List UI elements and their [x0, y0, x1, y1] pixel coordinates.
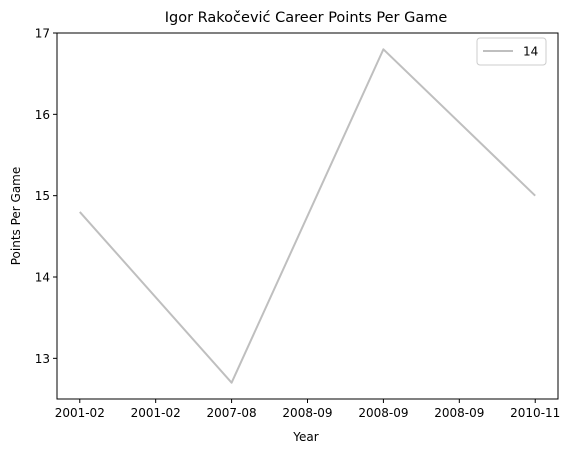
y-tick-label: 15 — [35, 189, 50, 203]
y-tick-label: 13 — [35, 352, 50, 366]
chart-title: Igor Rakočević Career Points Per Game — [165, 10, 448, 26]
x-tick-label: 2007-08 — [207, 406, 257, 420]
x-tick-label: 2008-09 — [358, 406, 408, 420]
legend-label: 14 — [523, 45, 538, 59]
y-axis-label: Points Per Game — [9, 167, 23, 266]
x-axis-label: Year — [292, 430, 318, 444]
x-tick-label: 2010-11 — [510, 406, 560, 420]
x-tick-label: 2008-09 — [434, 406, 484, 420]
x-tick-label: 2001-02 — [131, 406, 181, 420]
y-tick-label: 16 — [35, 108, 50, 122]
series-line-0 — [79, 48, 536, 384]
legend: 14 — [476, 37, 547, 66]
y-tick-label: 17 — [35, 27, 50, 41]
x-tick-label: 2008-09 — [282, 406, 332, 420]
x-tick-label: 2001-02 — [55, 406, 105, 420]
y-tick-label: 14 — [35, 271, 50, 285]
